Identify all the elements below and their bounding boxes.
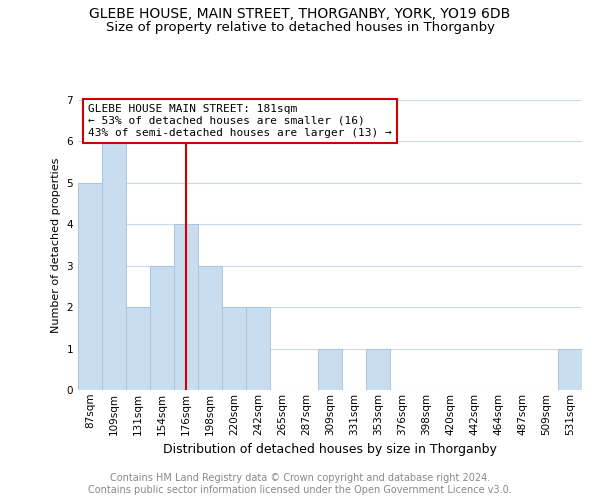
Bar bbox=[102, 142, 126, 390]
Bar bbox=[318, 348, 342, 390]
Text: GLEBE HOUSE MAIN STREET: 181sqm
← 53% of detached houses are smaller (16)
43% of: GLEBE HOUSE MAIN STREET: 181sqm ← 53% of… bbox=[88, 104, 392, 138]
Y-axis label: Number of detached properties: Number of detached properties bbox=[51, 158, 61, 332]
Bar bbox=[366, 348, 390, 390]
Bar bbox=[126, 307, 150, 390]
Bar bbox=[174, 224, 198, 390]
Bar bbox=[78, 183, 102, 390]
Bar bbox=[150, 266, 174, 390]
X-axis label: Distribution of detached houses by size in Thorganby: Distribution of detached houses by size … bbox=[163, 443, 497, 456]
Bar bbox=[558, 348, 582, 390]
Text: GLEBE HOUSE, MAIN STREET, THORGANBY, YORK, YO19 6DB: GLEBE HOUSE, MAIN STREET, THORGANBY, YOR… bbox=[89, 8, 511, 22]
Text: Contains HM Land Registry data © Crown copyright and database right 2024.
Contai: Contains HM Land Registry data © Crown c… bbox=[88, 474, 512, 495]
Text: Size of property relative to detached houses in Thorganby: Size of property relative to detached ho… bbox=[106, 21, 494, 34]
Bar bbox=[198, 266, 222, 390]
Bar bbox=[222, 307, 246, 390]
Bar bbox=[246, 307, 270, 390]
